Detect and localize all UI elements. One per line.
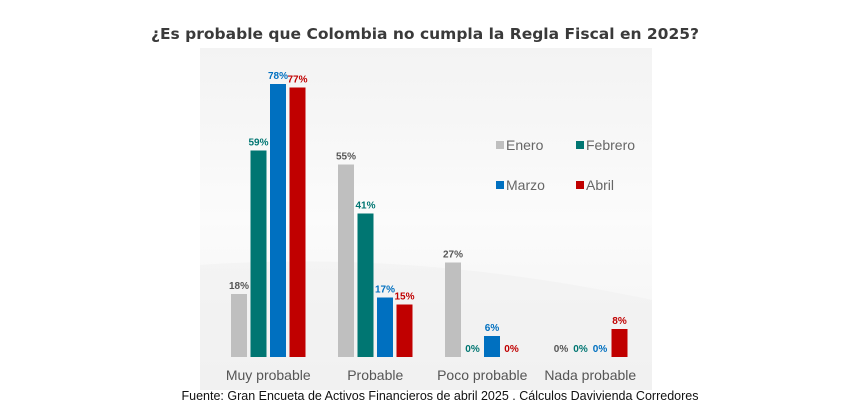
data-label: 0% bbox=[504, 344, 519, 355]
bar-marzo bbox=[377, 297, 393, 357]
bar-abril bbox=[611, 329, 628, 357]
bar-marzo bbox=[270, 84, 286, 357]
data-label: 15% bbox=[394, 292, 414, 303]
data-label: 0% bbox=[554, 344, 569, 355]
legend-label: Febrero bbox=[586, 137, 635, 153]
bar-enero bbox=[338, 164, 354, 357]
category-label: Muy probable bbox=[226, 367, 311, 383]
background-swoosh bbox=[200, 261, 652, 390]
data-label: 55% bbox=[336, 152, 356, 163]
data-label: 41% bbox=[355, 201, 375, 212]
legend-label: Marzo bbox=[506, 177, 545, 193]
data-label: 27% bbox=[443, 250, 463, 261]
legend-swatch bbox=[576, 141, 584, 149]
data-label: 0% bbox=[593, 344, 608, 355]
category-label: Poco probable bbox=[437, 367, 528, 383]
data-label: 0% bbox=[465, 344, 480, 355]
bar-febrero bbox=[250, 150, 267, 357]
legend-label: Abril bbox=[586, 177, 614, 193]
data-label: 6% bbox=[485, 323, 500, 334]
legend-swatch bbox=[576, 181, 584, 189]
category-label: Probable bbox=[347, 367, 403, 383]
data-label: 8% bbox=[612, 316, 627, 327]
chart-title: ¿Es probable que Colombia no cumpla la R… bbox=[151, 25, 699, 43]
category-label: Nada probable bbox=[544, 367, 636, 383]
bar-abril bbox=[289, 87, 306, 357]
legend-label: Enero bbox=[506, 137, 544, 153]
data-label: 0% bbox=[573, 344, 588, 355]
data-label: 17% bbox=[375, 285, 395, 296]
bar-marzo bbox=[484, 336, 500, 357]
data-label: 77% bbox=[287, 75, 307, 86]
legend-swatch bbox=[496, 141, 504, 149]
data-label: 59% bbox=[248, 138, 268, 149]
legend-swatch bbox=[496, 181, 504, 189]
bar-febrero bbox=[357, 213, 374, 357]
bar-abril bbox=[396, 304, 413, 357]
bar-enero bbox=[445, 262, 461, 357]
data-label: 78% bbox=[268, 71, 288, 82]
data-label: 18% bbox=[229, 281, 249, 292]
bar-enero bbox=[231, 294, 247, 357]
source-caption: Fuente: Gran Encueta de Activos Financie… bbox=[181, 389, 699, 403]
